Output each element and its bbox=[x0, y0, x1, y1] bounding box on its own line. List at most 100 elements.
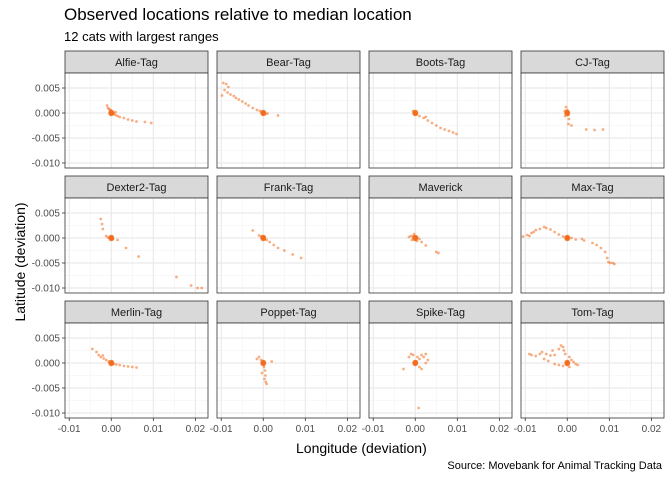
data-point bbox=[561, 345, 565, 349]
data-point bbox=[118, 363, 122, 367]
data-point bbox=[224, 82, 228, 86]
data-point bbox=[262, 365, 266, 369]
data-point bbox=[418, 237, 421, 241]
facet-panel bbox=[521, 323, 664, 418]
data-point bbox=[99, 355, 103, 359]
facet-label: Frank-Tag bbox=[264, 182, 314, 194]
data-point bbox=[532, 230, 536, 234]
data-point bbox=[561, 364, 565, 368]
data-point bbox=[118, 115, 122, 119]
data-point bbox=[417, 406, 421, 410]
facet-panel bbox=[369, 323, 512, 418]
data-point bbox=[116, 238, 119, 242]
facet-border bbox=[520, 322, 665, 419]
x-tick-label: 0.00 bbox=[558, 424, 578, 435]
data-point bbox=[232, 94, 236, 98]
facet-border bbox=[64, 197, 209, 294]
data-point bbox=[415, 355, 419, 359]
x-tick-label: 0.02 bbox=[186, 424, 206, 435]
x-tick-label: -0.01 bbox=[362, 424, 385, 435]
facet-label: CJ-Tag bbox=[575, 57, 610, 69]
x-tick-label: -0.01 bbox=[210, 424, 233, 435]
data-point bbox=[436, 251, 440, 255]
data-point bbox=[534, 354, 538, 358]
y-axis-label: Latitude (deviation) bbox=[12, 202, 28, 322]
data-point bbox=[414, 237, 418, 241]
x-tick-label: 0.01 bbox=[448, 424, 468, 435]
data-point bbox=[223, 88, 226, 92]
data-point bbox=[528, 234, 531, 238]
data-point bbox=[409, 234, 413, 238]
data-point bbox=[434, 250, 438, 254]
data-point bbox=[544, 352, 548, 356]
data-point bbox=[528, 352, 531, 356]
data-point bbox=[411, 353, 415, 357]
data-point bbox=[584, 128, 588, 131]
data-point bbox=[551, 349, 554, 352]
data-point bbox=[266, 112, 269, 115]
facet-label: Maverick bbox=[418, 182, 463, 194]
data-point bbox=[226, 91, 229, 94]
facet-label: Bear-Tag bbox=[266, 57, 311, 69]
data-point bbox=[414, 112, 418, 116]
data-point bbox=[135, 366, 138, 369]
facet-panel bbox=[217, 198, 360, 293]
data-point bbox=[612, 262, 616, 266]
x-tick-label: 0.01 bbox=[296, 424, 316, 435]
data-point bbox=[126, 365, 130, 368]
data-point bbox=[189, 284, 193, 287]
data-point bbox=[525, 233, 529, 237]
data-point bbox=[534, 228, 538, 232]
data-point bbox=[549, 228, 552, 231]
data-point bbox=[412, 232, 416, 236]
facet-panel bbox=[65, 198, 208, 293]
data-point bbox=[426, 358, 430, 362]
data-point bbox=[262, 112, 266, 116]
data-point bbox=[424, 352, 428, 356]
data-point bbox=[407, 355, 411, 359]
x-tick-label: 0.01 bbox=[144, 424, 164, 435]
data-point bbox=[196, 286, 199, 290]
data-point bbox=[124, 246, 128, 250]
data-point bbox=[110, 362, 114, 366]
data-point bbox=[255, 108, 259, 112]
facet-border bbox=[368, 197, 513, 294]
data-point bbox=[538, 352, 542, 356]
facet-border bbox=[216, 72, 361, 169]
data-point bbox=[299, 256, 303, 260]
y-tick-label: -0.010 bbox=[32, 284, 61, 295]
x-tick-label: 0.00 bbox=[102, 424, 122, 435]
data-point bbox=[200, 286, 204, 290]
facet-border bbox=[368, 72, 513, 169]
x-tick-label: 0.02 bbox=[338, 424, 358, 435]
facet-label: Tom-Tag bbox=[571, 307, 613, 319]
data-point bbox=[221, 81, 225, 85]
data-point bbox=[542, 225, 546, 229]
data-point bbox=[420, 367, 423, 371]
data-point bbox=[572, 360, 575, 364]
data-point bbox=[549, 354, 552, 357]
data-point bbox=[570, 124, 573, 127]
data-point bbox=[420, 240, 423, 244]
data-point bbox=[260, 371, 264, 375]
data-point bbox=[101, 354, 105, 357]
facet-border bbox=[520, 197, 665, 294]
data-point bbox=[251, 229, 255, 232]
y-tick-label: 0.000 bbox=[35, 109, 60, 120]
y-tick-label: 0.005 bbox=[35, 334, 60, 345]
facet-border bbox=[216, 322, 361, 419]
y-tick-label: -0.005 bbox=[32, 259, 61, 270]
data-point bbox=[263, 377, 266, 381]
data-point bbox=[234, 96, 238, 100]
data-point bbox=[538, 227, 542, 231]
data-point bbox=[562, 349, 566, 352]
data-point bbox=[570, 358, 573, 362]
data-point bbox=[443, 128, 447, 131]
data-point bbox=[546, 359, 550, 363]
data-point bbox=[564, 105, 568, 109]
data-point bbox=[240, 100, 244, 103]
data-point bbox=[455, 132, 458, 136]
x-tick-label: 0.01 bbox=[600, 424, 620, 435]
data-point bbox=[426, 119, 430, 122]
data-point bbox=[122, 364, 126, 368]
